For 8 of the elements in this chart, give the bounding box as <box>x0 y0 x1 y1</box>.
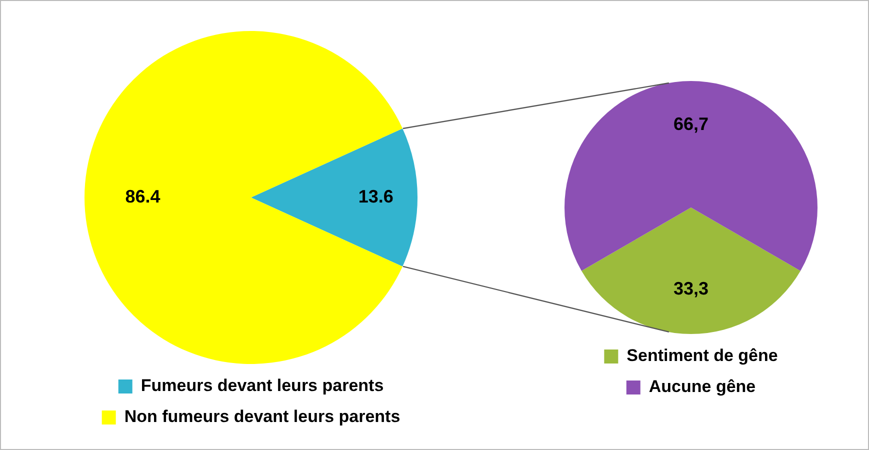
legend-label: Fumeurs devant leurs parents <box>140 376 384 396</box>
data-label: 66,7 <box>673 114 709 134</box>
data-label: 86.4 <box>125 186 160 206</box>
data-label: 33,3 <box>673 278 709 299</box>
legend-label: Non fumeurs devant leurs parents <box>124 407 400 426</box>
legend-label: Sentiment de gêne <box>626 346 778 366</box>
data-label: 13.6 <box>358 186 394 206</box>
legend-label: Aucune gêne <box>648 377 756 396</box>
